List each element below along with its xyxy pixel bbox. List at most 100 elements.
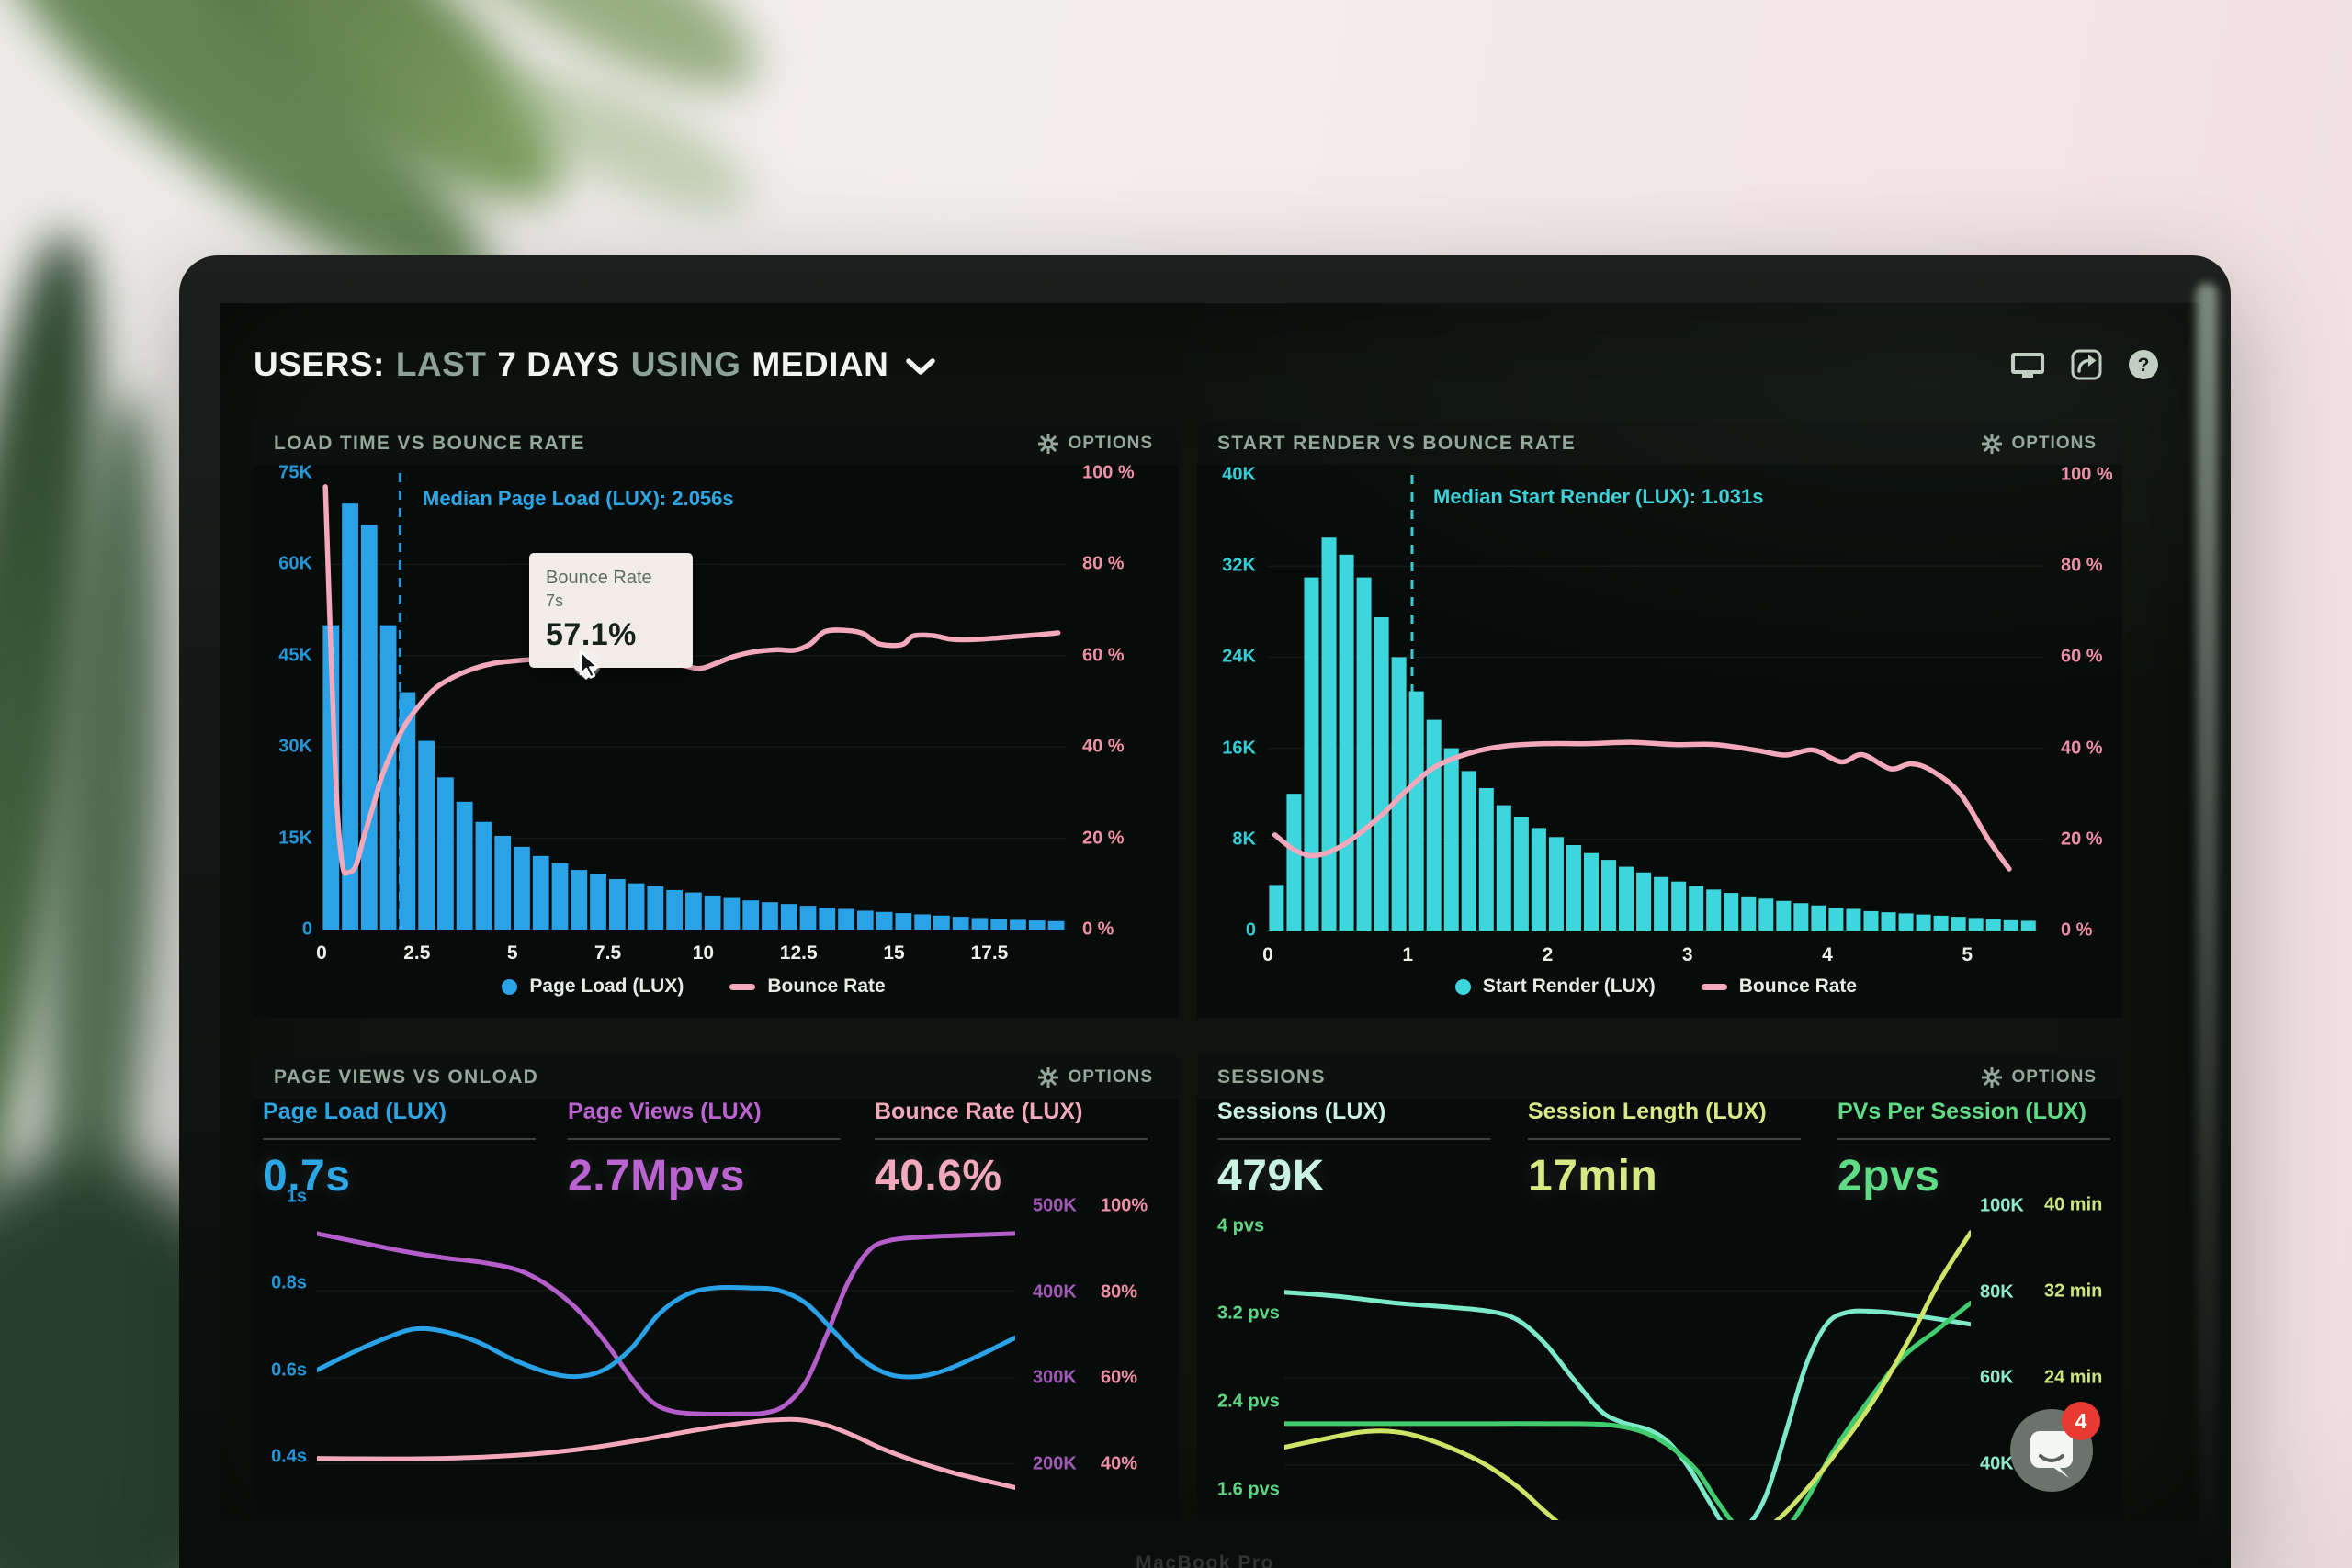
axis-tick-label: 1 bbox=[1402, 944, 1414, 965]
axis-tick-label: 32 min bbox=[2044, 1280, 2103, 1302]
y-axis-left: 40K 32K 24K 16K 8K 0 bbox=[1204, 465, 1256, 941]
legend-item[interactable]: Bounce Rate bbox=[729, 976, 886, 998]
histogram-bars bbox=[322, 503, 1065, 930]
histogram-bars bbox=[1269, 537, 2036, 931]
gear-icon bbox=[1982, 1067, 2003, 1088]
chart-plot-area[interactable] bbox=[1284, 1222, 1971, 1520]
dashboard-screen: USERS: LAST 7 DAYS USING MEDIAN ? bbox=[220, 303, 2200, 1520]
bounce-rate-line bbox=[322, 484, 1061, 876]
series-line bbox=[1284, 1230, 1971, 1520]
chevron-down-icon bbox=[906, 358, 936, 375]
dashboard-header: USERS: LAST 7 DAYS USING MEDIAN ? bbox=[254, 340, 2159, 389]
axis-tick-label: 5 bbox=[506, 942, 518, 964]
panel-header: PAGE VIEWS VS ONLOAD OPTIONS bbox=[254, 1056, 1179, 1099]
metric-sessions[interactable]: Sessions (LUX) 479K bbox=[1217, 1099, 1493, 1201]
metric-page-load[interactable]: Page Load (LUX) 0.7s bbox=[263, 1099, 538, 1201]
axis-tick-label: 80% bbox=[1101, 1281, 1138, 1303]
options-button[interactable]: OPTIONS bbox=[1976, 1066, 2102, 1089]
divider bbox=[1217, 1138, 1490, 1140]
notification-badge: 4 bbox=[2062, 1402, 2100, 1440]
axis-tick-label: 3 bbox=[1681, 944, 1693, 965]
divider bbox=[1838, 1138, 2110, 1140]
help-icon[interactable]: ? bbox=[2128, 349, 2159, 380]
laptop: USERS: LAST 7 DAYS USING MEDIAN ? bbox=[179, 255, 2231, 1568]
metric-value: 2pvs bbox=[1838, 1152, 1940, 1201]
options-button[interactable]: OPTIONS bbox=[1033, 433, 1159, 455]
metric-session-length[interactable]: Session Length (LUX) 17min bbox=[1528, 1099, 1804, 1201]
users-range-dropdown[interactable]: USERS: LAST 7 DAYS USING MEDIAN bbox=[254, 345, 936, 384]
axis-tick-label: 7.5 bbox=[594, 942, 622, 964]
axis-tick-label: 0 bbox=[301, 919, 312, 940]
legend-item[interactable]: Page Load (LUX) bbox=[502, 976, 684, 998]
gridlines bbox=[1284, 1290, 1971, 1466]
axis-tick-label: 0 bbox=[1262, 944, 1273, 965]
chart-plot-area[interactable] bbox=[322, 473, 1066, 930]
axis-tick-label: 40K bbox=[1980, 1453, 2014, 1474]
mouse-cursor-icon bbox=[573, 649, 601, 679]
legend-item[interactable]: Bounce Rate bbox=[1701, 976, 1857, 998]
axis-tick-label: 5 bbox=[1962, 944, 1973, 965]
laptop-brand-label: MacBook Pro bbox=[1136, 1552, 1274, 1568]
svg-text:?: ? bbox=[2138, 355, 2150, 376]
panel-title: PAGE VIEWS VS ONLOAD bbox=[274, 1066, 539, 1088]
metric-page-views[interactable]: Page Views (LUX) 2.7Mpvs bbox=[568, 1099, 843, 1201]
panel-title: START RENDER VS BOUNCE RATE bbox=[1217, 433, 1577, 454]
chart-plot-area[interactable] bbox=[1268, 475, 2044, 931]
divider bbox=[263, 1138, 536, 1140]
axis-tick-label: 8K bbox=[1232, 829, 1256, 850]
axis-tick-label: 500K bbox=[1033, 1195, 1077, 1216]
axis-tick-label: 40 % bbox=[2061, 738, 2103, 759]
options-button[interactable]: OPTIONS bbox=[1033, 1066, 1159, 1089]
axis-tick-label: 60K bbox=[1980, 1367, 2014, 1388]
axis-tick-label: 40 % bbox=[1082, 736, 1125, 757]
y-axis-left: 4 pvs 3.2 pvs 2.4 pvs 1.6 pvs bbox=[1217, 1215, 1295, 1520]
hover-tooltip: Bounce Rate 7s 57.1% bbox=[529, 553, 693, 668]
bounce-rate-line bbox=[1272, 739, 2012, 872]
series-dot-icon bbox=[502, 978, 518, 995]
gear-icon bbox=[1982, 434, 2003, 454]
axis-tick-label: 60 % bbox=[2061, 646, 2103, 667]
axis-tick-label: 4 pvs bbox=[1217, 1215, 1265, 1236]
axis-tick-label: 30K bbox=[278, 736, 312, 757]
panel-sessions: SESSIONS OPTIONS Sessions (LUX) 479K Ses… bbox=[1197, 1056, 2122, 1520]
panel-load-time-vs-bounce-rate: LOAD TIME VS BOUNCE RATE OPTIONS 75K 60K 4… bbox=[254, 423, 1179, 1018]
metric-pvs-per-session[interactable]: PVs Per Session (LUX) 2pvs bbox=[1838, 1099, 2113, 1201]
axis-tick-label: 32K bbox=[1222, 555, 1256, 576]
axis-tick-label: 24K bbox=[1222, 646, 1256, 667]
axis-tick-label: 12.5 bbox=[779, 942, 818, 964]
chart-plot-area[interactable] bbox=[317, 1222, 1015, 1520]
axis-tick-label: 0.4s bbox=[271, 1446, 307, 1467]
y-axis-left: 75K 60K 45K 30K 15K 0 bbox=[259, 463, 312, 940]
y-axis-right-pageviews: 500K 400K 300K 200K bbox=[1033, 1195, 1093, 1520]
divider bbox=[1528, 1138, 1801, 1140]
metric-bounce-rate[interactable]: Bounce Rate (LUX) 40.6% bbox=[875, 1099, 1150, 1201]
axis-tick-label: 300K bbox=[1033, 1367, 1077, 1388]
axis-tick-label: 0 bbox=[316, 942, 327, 964]
axis-tick-label: 2 bbox=[1542, 944, 1554, 965]
axis-tick-label: 16K bbox=[1222, 738, 1256, 759]
axis-tick-label: 40 min bbox=[2044, 1194, 2103, 1215]
panel-title: LOAD TIME VS BOUNCE RATE bbox=[274, 433, 585, 454]
series-line bbox=[317, 1284, 1015, 1380]
header-toolbar: ? bbox=[2010, 349, 2159, 380]
share-icon[interactable] bbox=[2071, 349, 2102, 380]
chat-widget-button[interactable]: 4 bbox=[2010, 1402, 2100, 1492]
median-annotation: Median Start Render (LUX): 1.031s bbox=[1433, 485, 1764, 508]
axis-tick-label: 2.5 bbox=[403, 942, 431, 964]
panel-start-render-vs-bounce-rate: START RENDER VS BOUNCE RATE OPTIONS 40K 3… bbox=[1197, 423, 2122, 1018]
axis-tick-label: 45K bbox=[278, 645, 312, 666]
divider bbox=[875, 1138, 1148, 1140]
x-axis: 0 1 2 3 4 5 bbox=[1262, 944, 2044, 972]
display-icon[interactable] bbox=[2010, 350, 2045, 379]
y-axis-right-bounce: 100% 80% 60% 40% bbox=[1101, 1196, 1167, 1520]
axis-tick-label: 400K bbox=[1033, 1281, 1077, 1302]
options-button[interactable]: OPTIONS bbox=[1976, 433, 2102, 455]
y-axis-right-sessions: 100K 80K 60K 40K bbox=[1980, 1196, 2037, 1520]
legend-item[interactable]: Start Render (LUX) bbox=[1454, 976, 1656, 998]
axis-tick-label: 0.6s bbox=[271, 1359, 307, 1381]
axis-tick-label: 0 bbox=[1245, 919, 1256, 941]
axis-tick-label: 15K bbox=[278, 828, 312, 849]
axis-tick-label: 1s bbox=[286, 1186, 307, 1207]
panel-header: SESSIONS OPTIONS bbox=[1197, 1056, 2122, 1099]
